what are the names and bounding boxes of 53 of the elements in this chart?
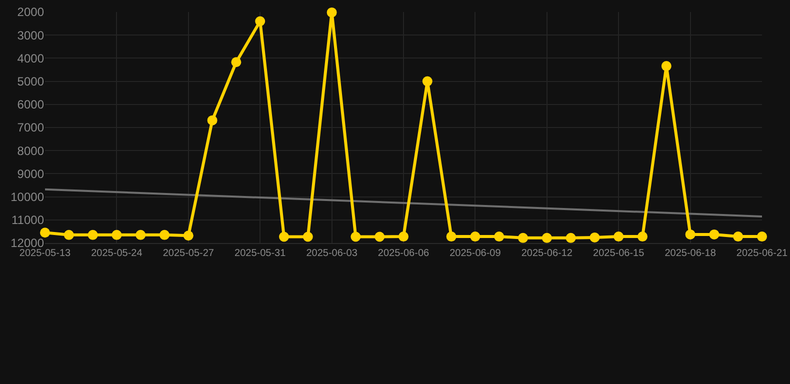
y-tick-label: 10000 — [10, 190, 44, 204]
point — [566, 232, 576, 243]
y-tick-label: 6000 — [17, 98, 44, 112]
x-tick-label: 2025-06-09 — [450, 248, 502, 259]
y-tick-label: 5000 — [17, 74, 44, 88]
x-tick-label: 2025-05-24 — [91, 248, 143, 259]
point — [88, 230, 98, 240]
point — [302, 232, 313, 242]
point — [279, 232, 289, 242]
point — [183, 230, 194, 241]
point — [685, 229, 696, 240]
point — [590, 232, 600, 242]
point — [374, 232, 385, 242]
x-tick-label: 2025-06-18 — [664, 248, 716, 259]
point — [136, 230, 146, 240]
point — [398, 232, 408, 242]
y-tick-label: 11000 — [12, 213, 44, 228]
y-tick-label: 3000 — [17, 28, 44, 42]
point — [350, 232, 361, 242]
point — [614, 232, 624, 242]
point — [733, 232, 744, 242]
point — [207, 115, 218, 126]
point — [518, 232, 528, 243]
point — [255, 16, 266, 26]
point — [446, 232, 456, 242]
point — [422, 76, 432, 86]
point — [326, 7, 337, 18]
point — [757, 232, 767, 242]
y-tick-label: 12000 — [10, 236, 44, 250]
x-tick-label: 2025-06-15 — [593, 248, 645, 259]
x-tick-label: 2025-06-12 — [521, 248, 573, 259]
point — [494, 232, 504, 242]
point — [231, 57, 242, 68]
point — [160, 230, 170, 240]
x-tick-label: 2025-05-27 — [162, 248, 214, 259]
y-tick-label: 2000 — [17, 5, 44, 20]
y-tick-label: 7000 — [17, 120, 44, 135]
x-tick-label: 2025-06-06 — [378, 248, 430, 259]
point — [40, 228, 50, 238]
x-tick-label: 2025-05-13 — [19, 248, 72, 259]
point — [112, 230, 122, 240]
y-tick-label: 9000 — [17, 166, 44, 181]
x-tick-label: 2025-06-21 — [736, 248, 788, 259]
x-tick-label: 2025-05-31 — [234, 248, 286, 259]
x-tick-label: 2025-06-03 — [306, 248, 358, 259]
y-tick-label: 8000 — [17, 144, 44, 158]
point — [661, 61, 672, 72]
point — [709, 229, 720, 240]
point — [470, 232, 480, 242]
y-tick-label: 4000 — [17, 51, 44, 66]
point — [542, 232, 552, 243]
point — [638, 232, 648, 242]
point — [64, 230, 74, 240]
